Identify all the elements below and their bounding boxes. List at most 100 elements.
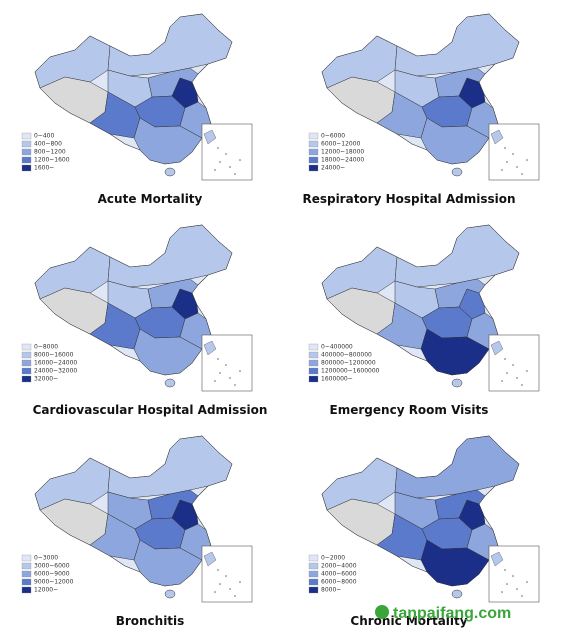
- map-panel: [321, 435, 540, 603]
- island: [451, 167, 463, 177]
- legend-label: 0~400: [34, 133, 54, 140]
- legend-label: 0~6000: [321, 133, 345, 140]
- map-panel: [321, 224, 540, 392]
- legend-label: 9000~12000: [34, 579, 74, 586]
- legend-swatch: [308, 359, 319, 367]
- inset-coast: [490, 340, 504, 356]
- province: [107, 13, 233, 77]
- legend-swatch: [21, 367, 32, 375]
- legend-swatch: [21, 562, 32, 570]
- legend-swatch: [21, 359, 32, 367]
- province: [133, 117, 203, 165]
- inset-dot: [234, 173, 236, 175]
- legend-swatch: [21, 578, 32, 586]
- legend-label: 6000~8000: [321, 579, 357, 586]
- legend-swatch: [308, 343, 319, 351]
- legend-swatch: [21, 375, 32, 383]
- inset-dot: [229, 166, 231, 168]
- inset-dot: [504, 147, 506, 149]
- inset-dot: [229, 588, 231, 590]
- inset-dot: [504, 358, 506, 360]
- legend-label: 0~8000: [34, 344, 58, 351]
- legend-swatch: [21, 570, 32, 578]
- province: [107, 435, 233, 499]
- inset-dot: [516, 377, 518, 379]
- inset-dot: [214, 591, 216, 593]
- legend-swatch: [308, 156, 319, 164]
- legend-label: 8000~16000: [34, 352, 74, 359]
- inset-coast: [203, 340, 217, 356]
- map-panel: [34, 13, 253, 181]
- legend-swatch: [308, 578, 319, 586]
- legend-label: 0~3000: [34, 555, 58, 562]
- inset-dot: [225, 364, 227, 366]
- panel-title: Bronchitis: [116, 614, 185, 628]
- inset-dot: [217, 147, 219, 149]
- inset-dot: [501, 591, 503, 593]
- inset-coast: [490, 551, 504, 567]
- province: [394, 435, 520, 499]
- island: [451, 378, 463, 388]
- legend-swatch: [308, 367, 319, 375]
- inset-dot: [516, 166, 518, 168]
- inset-dot: [501, 169, 503, 171]
- inset-coast: [203, 551, 217, 567]
- inset-dot: [504, 569, 506, 571]
- map-panel: [321, 13, 540, 181]
- legend-swatch: [21, 164, 32, 172]
- legend-swatch: [308, 570, 319, 578]
- inset-dot: [512, 153, 514, 155]
- legend-swatch: [308, 562, 319, 570]
- province: [133, 328, 203, 376]
- legend-label: 2000~4000: [321, 563, 357, 570]
- inset-dot: [521, 384, 523, 386]
- inset-dot: [225, 575, 227, 577]
- legend-swatch: [308, 140, 319, 148]
- province: [420, 117, 490, 165]
- inset-dot: [219, 372, 221, 374]
- inset-dot: [521, 173, 523, 175]
- legend-label: 3000~6000: [34, 563, 70, 570]
- inset-dot: [239, 581, 241, 583]
- legend-swatch: [21, 351, 32, 359]
- inset-dot: [526, 159, 528, 161]
- legend-label: 6000~12000: [321, 141, 361, 148]
- province: [107, 224, 233, 288]
- legend-label: 800000~1200000: [321, 360, 376, 367]
- legend-label: 400000~800000: [321, 352, 372, 359]
- legend-swatch: [21, 156, 32, 164]
- inset-dot: [217, 358, 219, 360]
- inset-dot: [506, 161, 508, 163]
- province: [394, 224, 520, 288]
- legend-label: 32000~: [34, 376, 58, 383]
- island: [451, 589, 463, 599]
- inset-dot: [526, 370, 528, 372]
- legend-label: 24000~32000: [34, 368, 77, 375]
- inset-dot: [506, 372, 508, 374]
- legend-label: 0~400000: [321, 344, 353, 351]
- legend-swatch: [308, 554, 319, 562]
- panel-title: Respiratory Hospital Admission: [302, 192, 515, 206]
- legend-swatch: [21, 343, 32, 351]
- inset-dot: [239, 370, 241, 372]
- province: [133, 539, 203, 587]
- legend-label: 18000~24000: [321, 157, 364, 164]
- inset-dot: [225, 153, 227, 155]
- inset-dot: [234, 384, 236, 386]
- legend-label: 1600~: [34, 165, 54, 172]
- legend-label: 400~800: [34, 141, 62, 148]
- legend-swatch: [21, 554, 32, 562]
- inset-dot: [239, 159, 241, 161]
- legend-label: 0~2000: [321, 555, 345, 562]
- legend-label: 24000~: [321, 165, 345, 172]
- legend-label: 1200000~1600000: [321, 368, 380, 375]
- inset-dot: [229, 377, 231, 379]
- legend-swatch: [308, 375, 319, 383]
- legend-swatch: [308, 132, 319, 140]
- inset-dot: [516, 588, 518, 590]
- legend-label: 6000~9000: [34, 571, 70, 578]
- inset-coast: [203, 129, 217, 145]
- legend-label: 16000~24000: [34, 360, 77, 367]
- legend-swatch: [308, 586, 319, 594]
- legend-swatch: [21, 132, 32, 140]
